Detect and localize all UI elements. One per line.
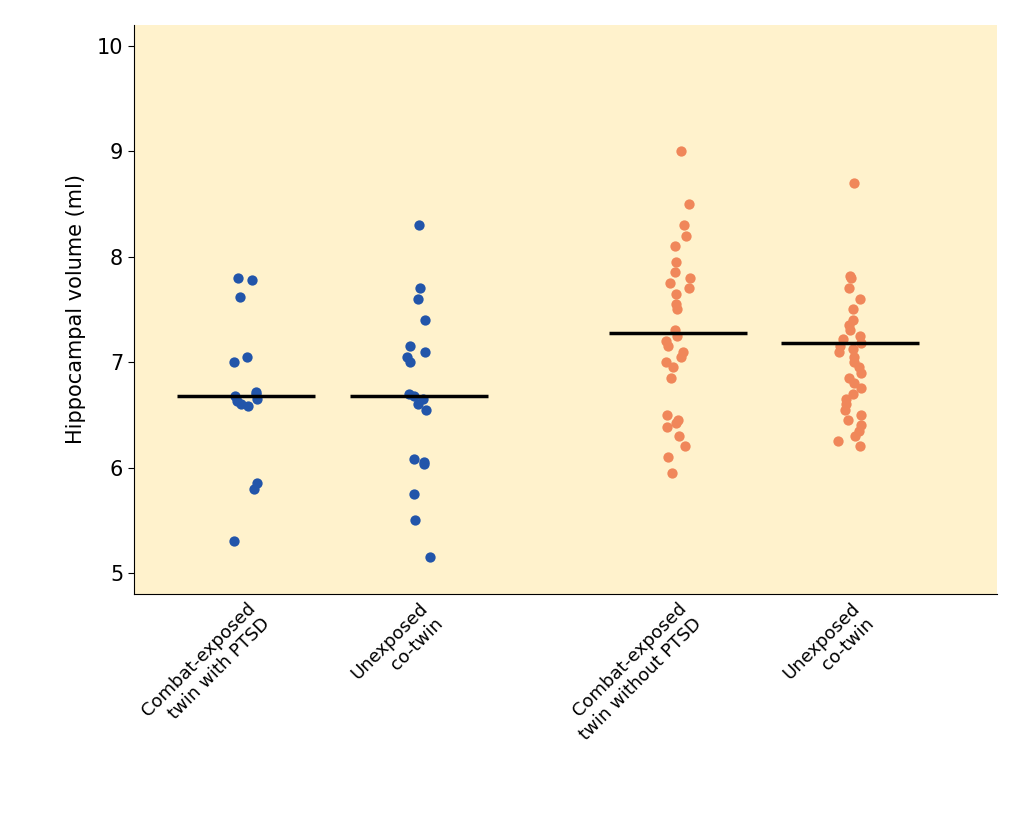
Point bbox=[853, 419, 870, 432]
Point bbox=[226, 356, 243, 369]
Point bbox=[838, 398, 854, 411]
Point bbox=[410, 398, 427, 411]
Point bbox=[681, 281, 697, 295]
Point bbox=[841, 371, 857, 384]
Point bbox=[837, 403, 853, 416]
Point bbox=[659, 340, 675, 353]
Point bbox=[666, 324, 683, 337]
Point bbox=[663, 371, 680, 384]
Point bbox=[238, 350, 255, 363]
Point bbox=[668, 256, 685, 269]
Point bbox=[845, 314, 861, 327]
Point bbox=[406, 389, 423, 403]
Point bbox=[241, 400, 257, 413]
Point bbox=[667, 298, 684, 311]
Point bbox=[399, 350, 415, 363]
Point bbox=[229, 271, 246, 285]
Point bbox=[402, 340, 418, 353]
Point bbox=[667, 266, 684, 279]
Point bbox=[676, 440, 693, 453]
Point bbox=[844, 343, 860, 356]
Point bbox=[406, 488, 423, 501]
Point bbox=[405, 452, 421, 465]
Point bbox=[668, 303, 685, 316]
Point bbox=[845, 387, 861, 400]
Point bbox=[675, 345, 692, 358]
Point bbox=[840, 413, 856, 427]
Point bbox=[421, 550, 438, 563]
Point bbox=[660, 450, 676, 464]
Point bbox=[232, 398, 249, 411]
Point bbox=[671, 429, 688, 442]
Point bbox=[667, 417, 684, 430]
Point bbox=[402, 356, 418, 369]
Point bbox=[842, 324, 858, 337]
Point bbox=[225, 535, 242, 548]
Point bbox=[853, 366, 870, 380]
Point bbox=[416, 455, 433, 469]
Point bbox=[244, 273, 260, 286]
Point bbox=[852, 440, 869, 453]
Point bbox=[675, 219, 692, 232]
Point bbox=[841, 318, 857, 332]
Point bbox=[249, 393, 265, 406]
Point bbox=[851, 361, 868, 374]
Point bbox=[852, 382, 869, 395]
Point bbox=[662, 276, 678, 290]
Point bbox=[667, 287, 684, 300]
Y-axis label: Hippocampal volume (ml): Hippocampal volume (ml) bbox=[66, 174, 85, 445]
Point bbox=[664, 361, 681, 374]
Point bbox=[846, 177, 862, 190]
Point bbox=[226, 389, 243, 403]
Point bbox=[853, 408, 870, 422]
Point bbox=[659, 408, 675, 422]
Point bbox=[664, 466, 681, 479]
Point bbox=[418, 403, 435, 416]
Point bbox=[682, 271, 698, 285]
Point bbox=[414, 393, 431, 406]
Point bbox=[248, 385, 264, 398]
Point bbox=[845, 303, 861, 316]
Point bbox=[681, 197, 697, 210]
Point bbox=[838, 393, 854, 406]
Point bbox=[417, 314, 434, 327]
Point bbox=[232, 290, 249, 304]
Point bbox=[667, 239, 684, 252]
Point bbox=[411, 219, 428, 232]
Point bbox=[246, 482, 262, 495]
Point bbox=[845, 356, 861, 369]
Point bbox=[672, 350, 689, 363]
Point bbox=[658, 334, 674, 347]
Point bbox=[416, 345, 433, 358]
Point bbox=[851, 329, 868, 342]
Point bbox=[672, 144, 689, 158]
Point bbox=[853, 337, 870, 350]
Point bbox=[842, 271, 858, 285]
Point bbox=[401, 387, 417, 400]
Point bbox=[846, 376, 862, 389]
Point bbox=[248, 387, 264, 400]
Point bbox=[677, 229, 694, 243]
Point bbox=[851, 292, 868, 305]
Point bbox=[249, 477, 265, 490]
Point bbox=[832, 340, 848, 353]
Point bbox=[847, 429, 864, 442]
Point bbox=[851, 424, 868, 437]
Point bbox=[835, 332, 851, 346]
Point bbox=[229, 394, 246, 408]
Point bbox=[415, 458, 432, 471]
Point bbox=[659, 421, 675, 434]
Point bbox=[841, 281, 857, 295]
Point bbox=[410, 292, 427, 305]
Point bbox=[670, 413, 687, 427]
Point bbox=[411, 281, 428, 295]
Point bbox=[831, 345, 847, 358]
Point bbox=[842, 269, 858, 282]
Point bbox=[846, 350, 862, 363]
Point bbox=[831, 435, 847, 448]
Point bbox=[668, 329, 685, 342]
Point bbox=[658, 356, 674, 369]
Point bbox=[406, 514, 423, 527]
